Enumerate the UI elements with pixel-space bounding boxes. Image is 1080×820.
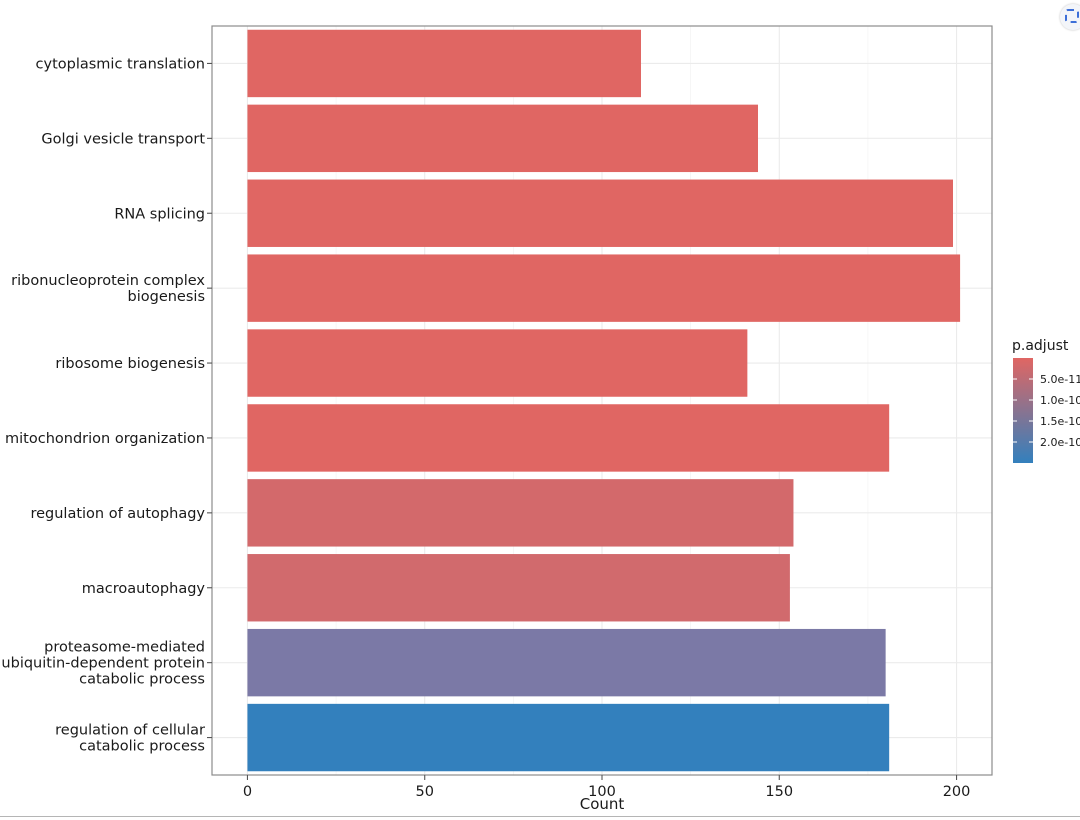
x-tick-label: 200	[943, 784, 971, 800]
y-tick-label-line: Golgi vesicle transport	[41, 131, 205, 147]
bar	[247, 329, 748, 397]
y-tick-label: ribonucleoprotein complex biogenesis	[11, 273, 205, 305]
bar	[247, 404, 890, 472]
y-tick-label-line: cytoplasmic translation	[36, 56, 205, 72]
dashed-frame-icon	[1065, 9, 1079, 23]
legend-label: 1.5e-10	[1040, 415, 1080, 428]
y-tick-label-line: RNA splicing	[114, 206, 205, 222]
legend-label: 1.0e-10	[1040, 394, 1080, 407]
y-tick-label-line: regulation of autophagy	[30, 506, 205, 522]
bar	[247, 479, 794, 547]
x-axis-title: Count	[580, 795, 625, 813]
bar	[247, 104, 759, 173]
x-tick-label: 0	[243, 784, 252, 800]
bar	[247, 179, 954, 247]
bar	[247, 29, 642, 98]
x-tick-label: 50	[416, 784, 434, 800]
legend-label: 5.0e-11	[1040, 373, 1080, 386]
y-tick-label: regulation of cellular catabolic process	[55, 723, 205, 755]
y-tick-label: mitochondrion organization	[5, 431, 205, 447]
bottom-divider	[0, 816, 1080, 817]
y-tick-label: RNA splicing	[114, 206, 205, 222]
legend-label: 2.0e-10	[1040, 436, 1080, 449]
bars	[247, 29, 961, 772]
bar	[247, 554, 790, 622]
bar	[247, 703, 890, 772]
y-tick-label: Golgi vesicle transport	[41, 131, 205, 147]
legend: p.adjust 5.0e-11 1.0e-10 1.5e-10 2.0e-10	[1012, 338, 1080, 463]
y-tick-label-line: proteasome-mediated	[44, 640, 205, 656]
x-tick-label: 150	[765, 784, 793, 800]
y-tick-label: cytoplasmic translation	[36, 56, 205, 72]
y-tick-label-line: catabolic process	[79, 672, 205, 688]
y-tick-label-line: catabolic process	[79, 739, 205, 755]
legend-title: p.adjust	[1012, 338, 1069, 354]
y-tick-label: proteasome-mediated ubiquitin-dependent p…	[1, 640, 205, 688]
bar	[247, 254, 961, 322]
x-axis-ticks: 0 50 100 150 200	[243, 775, 971, 800]
y-tick-label: ribosome biogenesis	[55, 356, 205, 372]
screenshot-icon[interactable]	[1060, 4, 1080, 30]
y-tick-label: regulation of autophagy	[30, 506, 205, 522]
y-tick-label-line: regulation of cellular	[55, 723, 205, 739]
bar	[247, 628, 886, 697]
y-tick-label-line: mitochondrion organization	[5, 431, 205, 447]
y-tick-label-line: ribonucleoprotein complex	[11, 273, 205, 289]
y-tick-label-line: macroautophagy	[82, 581, 206, 597]
legend-colorbar	[1013, 358, 1033, 463]
y-tick-label-line: biogenesis	[128, 289, 205, 305]
x-tick-label: 100	[588, 784, 616, 800]
y-axis-ticks: cytoplasmic translation Golgi vesicle tra…	[1, 56, 212, 755]
y-tick-label-line: ubiquitin-dependent protein	[1, 656, 205, 672]
y-tick-label-line: ribosome biogenesis	[55, 356, 205, 372]
y-tick-label: macroautophagy	[82, 581, 206, 597]
